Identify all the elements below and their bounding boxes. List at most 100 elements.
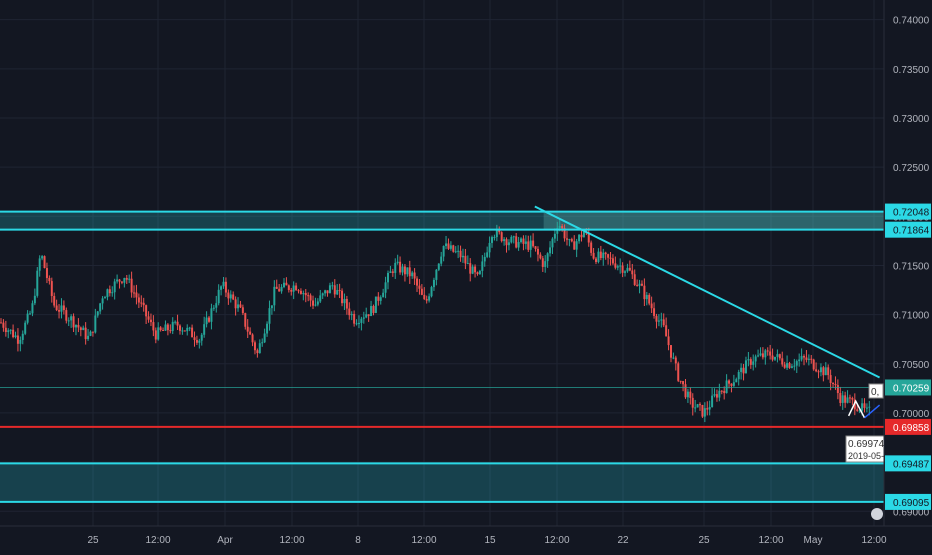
candle-body <box>740 367 743 372</box>
candle-body <box>725 380 728 394</box>
candle-body <box>590 242 593 253</box>
price-tag-label: 0.71864 <box>893 226 930 237</box>
current-price-tag <box>885 379 931 396</box>
candle-body <box>290 289 293 292</box>
candle-body <box>822 367 825 376</box>
candle-body <box>149 319 152 323</box>
candle-body <box>53 296 56 306</box>
candle-body <box>428 296 431 301</box>
candle-body <box>297 290 300 292</box>
candle-body <box>858 410 861 412</box>
price-tag <box>885 203 931 220</box>
y-tick-label: 0.72500 <box>893 163 930 174</box>
candle-body <box>553 233 556 239</box>
candle-body <box>464 255 467 264</box>
candle-body <box>810 358 813 360</box>
candle-body <box>48 277 51 282</box>
candle-body <box>493 237 496 239</box>
candle-body <box>162 329 165 331</box>
candle-body <box>718 390 721 398</box>
candle-body <box>123 277 126 283</box>
candle-body <box>781 358 784 365</box>
candle-body <box>633 274 636 285</box>
candle-body <box>111 292 114 294</box>
y-tick-label: 0.73500 <box>893 65 930 76</box>
candle-body <box>145 305 148 317</box>
candle-body <box>563 228 566 239</box>
candle-body <box>800 356 803 360</box>
candle-body <box>326 290 329 294</box>
candle-body <box>418 285 421 289</box>
candle-body <box>595 258 598 262</box>
candle-body <box>669 345 672 358</box>
candle-body <box>45 268 48 278</box>
candle-body <box>512 236 515 238</box>
x-tick-label: 25 <box>698 535 710 546</box>
candle-body <box>58 310 61 312</box>
candle-body <box>101 298 104 304</box>
candle-body <box>367 314 370 317</box>
candle-body <box>474 266 477 273</box>
candle-body <box>273 286 276 306</box>
candle-body <box>747 359 750 361</box>
candle-body <box>104 297 107 299</box>
globe-icon[interactable] <box>871 508 883 520</box>
candle-body <box>147 316 150 320</box>
candle-body <box>370 306 373 317</box>
candle-body <box>4 327 7 333</box>
candle-body <box>258 343 261 354</box>
candle-body <box>481 261 484 271</box>
candle-body <box>611 258 614 264</box>
candle-body <box>394 262 397 273</box>
price-tag <box>885 493 931 510</box>
candle-body <box>471 266 474 274</box>
candle-body <box>491 237 494 243</box>
candle-body <box>742 367 745 374</box>
candle-body <box>520 238 523 243</box>
x-tick-label: 12:00 <box>145 535 170 546</box>
candle-body <box>807 358 810 360</box>
candle-body <box>771 355 774 360</box>
tooltip-date: 2019-05-0 <box>848 451 889 461</box>
candle-body <box>679 380 682 382</box>
candle-body <box>582 231 585 238</box>
candle-body <box>133 292 136 294</box>
trendline[interactable] <box>534 205 881 379</box>
candle-body <box>694 407 697 409</box>
candle-body <box>89 331 92 336</box>
candle-body <box>597 251 600 262</box>
candle-body <box>815 369 818 372</box>
x-tick-label: 8 <box>355 535 361 546</box>
x-tick-label: 12:00 <box>279 535 304 546</box>
candle-body <box>628 267 631 271</box>
candle-body <box>348 308 351 316</box>
candle-body <box>377 296 380 301</box>
price-tag-label: 0.72048 <box>893 208 930 219</box>
candle-body <box>602 252 605 259</box>
candle-body <box>249 331 252 335</box>
zone-rectangle <box>0 211 884 230</box>
candle-body <box>546 253 549 262</box>
candle-body <box>672 357 675 359</box>
candle-body <box>776 354 779 357</box>
candle-body <box>113 281 116 293</box>
candle-body <box>401 266 404 273</box>
candle-body <box>2 322 5 328</box>
candle-body <box>461 255 464 258</box>
candle-body <box>648 294 651 304</box>
candle-body <box>50 281 53 297</box>
candle-body <box>220 286 223 290</box>
candle-body <box>841 395 844 403</box>
candle-body <box>234 299 237 309</box>
candle-body <box>31 303 34 314</box>
candle-body <box>604 252 607 255</box>
candle-body <box>674 357 677 364</box>
candle-body <box>116 279 119 282</box>
candle-body <box>459 250 462 258</box>
candle-body <box>278 288 281 292</box>
candle-body <box>430 287 433 297</box>
candle-body <box>865 407 868 409</box>
candle-body <box>827 367 830 376</box>
